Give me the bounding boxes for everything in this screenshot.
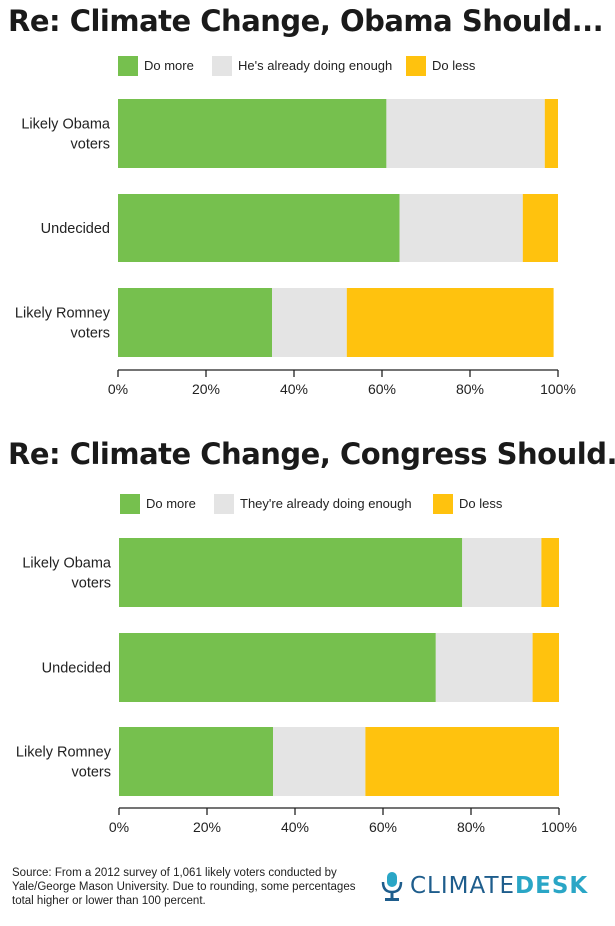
- bar-segment-do-less: [544, 99, 558, 168]
- logo-text-climate: CLIMATE: [410, 873, 516, 899]
- microphone-icon: [381, 872, 403, 901]
- category-label: Likely Romney: [15, 306, 111, 322]
- x-tick-label: 0%: [109, 819, 129, 835]
- bar-segment-do-more: [118, 288, 272, 357]
- chart-1-legend: Do more He's already doing enough Do les…: [118, 56, 558, 78]
- bar-segment-do-less: [522, 194, 558, 262]
- x-tick-label: 60%: [368, 381, 396, 397]
- x-tick-label: 60%: [369, 819, 397, 835]
- x-tick-label: 20%: [192, 381, 220, 397]
- bar-segment-enough: [273, 727, 366, 796]
- bar-segment-do-more: [118, 99, 387, 168]
- legend-swatch-do-more: [120, 494, 140, 514]
- bar-segment-do-less: [532, 633, 559, 702]
- category-label: Undecided: [41, 221, 110, 237]
- bar-segment-do-more: [119, 538, 463, 607]
- category-label: voters: [71, 326, 111, 342]
- bar-segment-do-more: [118, 194, 400, 262]
- logo-text-desk: DESK: [515, 873, 589, 899]
- chart-1-title: Re: Climate Change, Obama Should...: [8, 4, 604, 38]
- legend-label-enough: He's already doing enough: [238, 58, 393, 73]
- logo-text: CLIMATEDESK: [410, 873, 588, 899]
- x-tick-label: 40%: [280, 381, 308, 397]
- category-label: voters: [71, 137, 111, 153]
- legend-label-enough: They're already doing enough: [240, 496, 412, 511]
- bar-segment-enough: [272, 288, 347, 357]
- bar-segment-do-more: [119, 633, 436, 702]
- legend-label-do-more: Do more: [146, 496, 196, 511]
- legend-swatch-do-less: [406, 56, 426, 76]
- legend-swatch-enough: [214, 494, 234, 514]
- category-label: voters: [72, 576, 112, 592]
- legend-swatch-do-more: [118, 56, 138, 76]
- x-tick-label: 100%: [541, 819, 577, 835]
- bar-segment-enough: [435, 633, 533, 702]
- chart-2-title: Re: Climate Change, Congress Should...: [8, 437, 615, 471]
- bar-segment-enough: [462, 538, 542, 607]
- chart-1-plot: Likely Obama voters Undecided Likely Romney…: [15, 99, 576, 397]
- x-tick-label: 0%: [108, 381, 128, 397]
- bar-segment-do-less: [541, 538, 559, 607]
- bar-segment-do-less: [346, 288, 554, 357]
- x-tick-label: 100%: [540, 381, 576, 397]
- legend-label-do-more: Do more: [144, 58, 194, 73]
- category-label: Likely Obama: [22, 556, 112, 572]
- legend-swatch-do-less: [433, 494, 453, 514]
- x-tick-label: 20%: [193, 819, 221, 835]
- x-tick-label: 80%: [456, 381, 484, 397]
- category-label: Undecided: [42, 661, 111, 677]
- bar-segment-do-less: [365, 727, 559, 796]
- bar-segment-enough: [386, 99, 545, 168]
- x-tick-label: 40%: [281, 819, 309, 835]
- bar-segment-enough: [399, 194, 523, 262]
- climate-desk-logo: CLIMATEDESK: [378, 870, 610, 904]
- chart-2-legend: Do more They're already doing enough Do …: [120, 494, 560, 516]
- x-tick-label: 80%: [457, 819, 485, 835]
- category-label: Likely Romney: [16, 745, 112, 761]
- category-label: Likely Obama: [21, 117, 111, 133]
- legend-label-do-less: Do less: [459, 496, 503, 511]
- source-note: Source: From a 2012 survey of 1,061 like…: [12, 867, 356, 907]
- category-label: voters: [72, 765, 112, 781]
- legend-label-do-less: Do less: [432, 58, 476, 73]
- bar-segment-do-more: [119, 727, 273, 796]
- legend-swatch-enough: [212, 56, 232, 76]
